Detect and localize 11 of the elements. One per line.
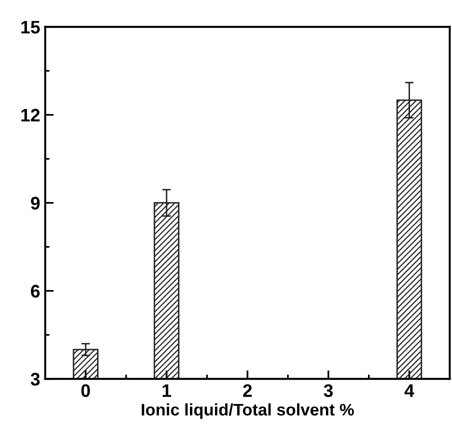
y-tick-label: 6 — [30, 284, 40, 298]
x-tick-label: 2 — [243, 384, 252, 397]
y-tick-label: 3 — [30, 372, 40, 386]
y-tick-label: 9 — [30, 196, 40, 210]
x-tick-label: 4 — [404, 384, 414, 397]
y-tick-label: 15 — [21, 20, 40, 34]
y-tick-label: 12 — [21, 108, 40, 122]
x-tick-label: 0 — [81, 384, 90, 397]
x-axis-title: Ionic liquid/Total solvent % — [142, 403, 354, 419]
x-tick-label: 1 — [162, 384, 172, 397]
x-tick-label: 3 — [324, 384, 333, 398]
